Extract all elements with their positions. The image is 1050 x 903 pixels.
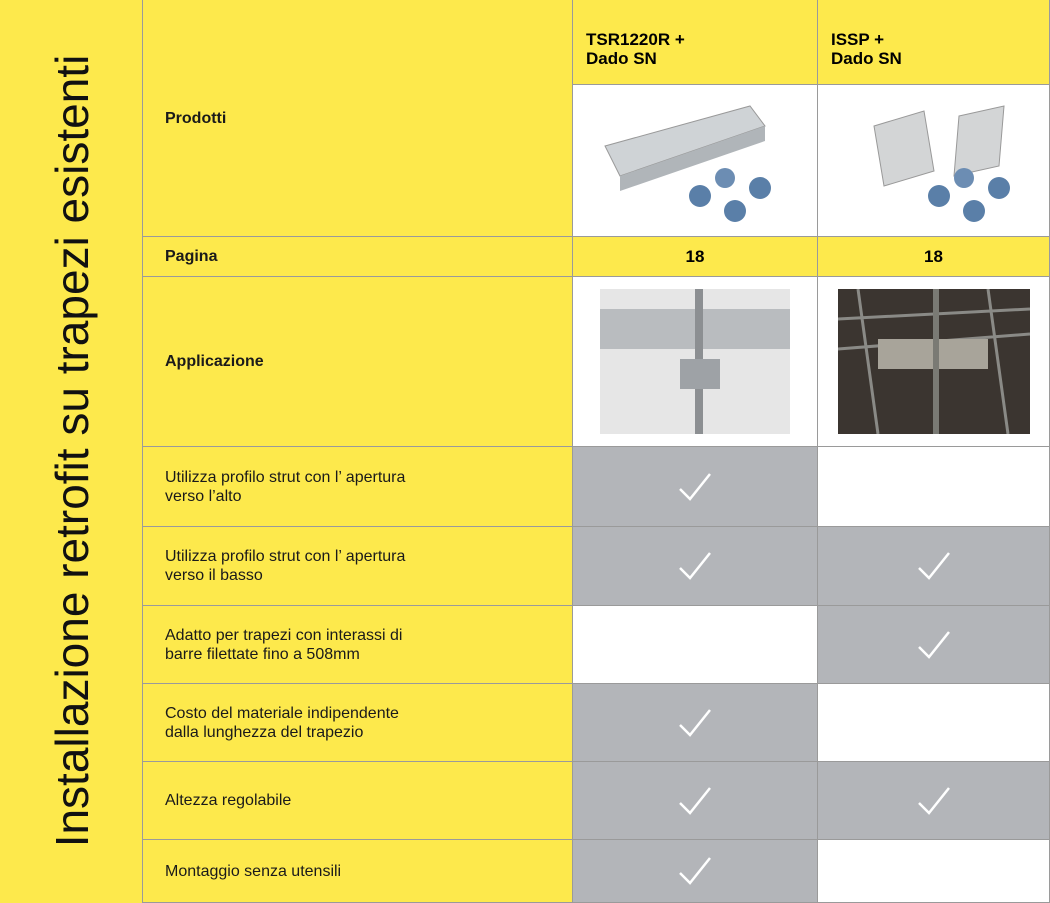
check-mark	[679, 552, 711, 580]
check-mark	[917, 552, 950, 580]
feature-label: Adatto per trapezi con interassi di barr…	[143, 606, 573, 684]
check-mark	[917, 786, 950, 815]
column-header-text: ISSP + Dado SN	[831, 30, 902, 68]
side-title: Installazione retrofit su trapezi esiste…	[46, 54, 98, 848]
feature-cell	[573, 527, 818, 606]
feature-cell	[818, 840, 1050, 903]
application-label-text: Applicazione	[165, 353, 264, 370]
products-label: Prodotti	[143, 0, 573, 237]
feature-cell	[818, 447, 1050, 527]
column-header: ISSP + Dado SN	[818, 0, 1050, 85]
application-image	[573, 277, 818, 447]
feature-cell	[818, 527, 1050, 606]
product-photo	[872, 104, 1010, 222]
feature-cell	[573, 840, 818, 903]
product-image	[818, 85, 1050, 237]
feature-label-text: Costo del materiale indipendente dalla l…	[165, 704, 399, 741]
feature-label: Utilizza profilo strut con l’ apertura v…	[143, 527, 573, 606]
check-mark	[679, 786, 711, 815]
feature-cell	[573, 762, 818, 840]
check-mark	[679, 708, 711, 737]
feature-cell	[818, 762, 1050, 840]
feature-cell	[573, 447, 818, 527]
application-image	[818, 277, 1050, 447]
feature-label-text: Utilizza profilo strut con l’ apertura v…	[165, 548, 406, 584]
feature-label: Costo del materiale indipendente dalla l…	[143, 684, 573, 762]
product-photo	[604, 104, 771, 222]
application-photo	[837, 289, 1030, 434]
products-label-text: Prodotti	[165, 109, 227, 127]
feature-cell	[573, 606, 818, 684]
feature-label: Utilizza profilo strut con l’ apertura v…	[143, 447, 573, 527]
feature-label: Altezza regolabile	[143, 762, 573, 840]
feature-label: Montaggio senza utensili	[143, 840, 573, 903]
check-mark	[679, 472, 711, 501]
product-image	[573, 85, 818, 237]
application-photo	[600, 289, 790, 434]
page-number: 18	[818, 237, 1050, 277]
feature-label-text: Utilizza profilo strut con l’ apertura v…	[165, 468, 406, 505]
page-number-text: 18	[924, 246, 943, 266]
page-label: Pagina	[143, 237, 573, 277]
feature-label-text: Montaggio senza utensili	[165, 862, 342, 880]
side-band: Installazione retrofit su trapezi esiste…	[0, 0, 143, 903]
feature-label-text: Altezza regolabile	[165, 792, 292, 809]
page-label-text: Pagina	[165, 248, 218, 265]
check-mark	[917, 630, 950, 659]
page-number: 18	[573, 237, 818, 277]
feature-cell	[573, 684, 818, 762]
feature-cell	[818, 606, 1050, 684]
column-header: TSR1220R + Dado SN	[573, 0, 818, 85]
feature-cell	[818, 684, 1050, 762]
column-header-text: TSR1220R + Dado SN	[586, 30, 685, 68]
check-mark	[679, 857, 711, 885]
page-number-text: 18	[685, 246, 705, 266]
feature-label-text: Adatto per trapezi con interassi di barr…	[165, 626, 403, 663]
application-label: Applicazione	[143, 277, 573, 447]
